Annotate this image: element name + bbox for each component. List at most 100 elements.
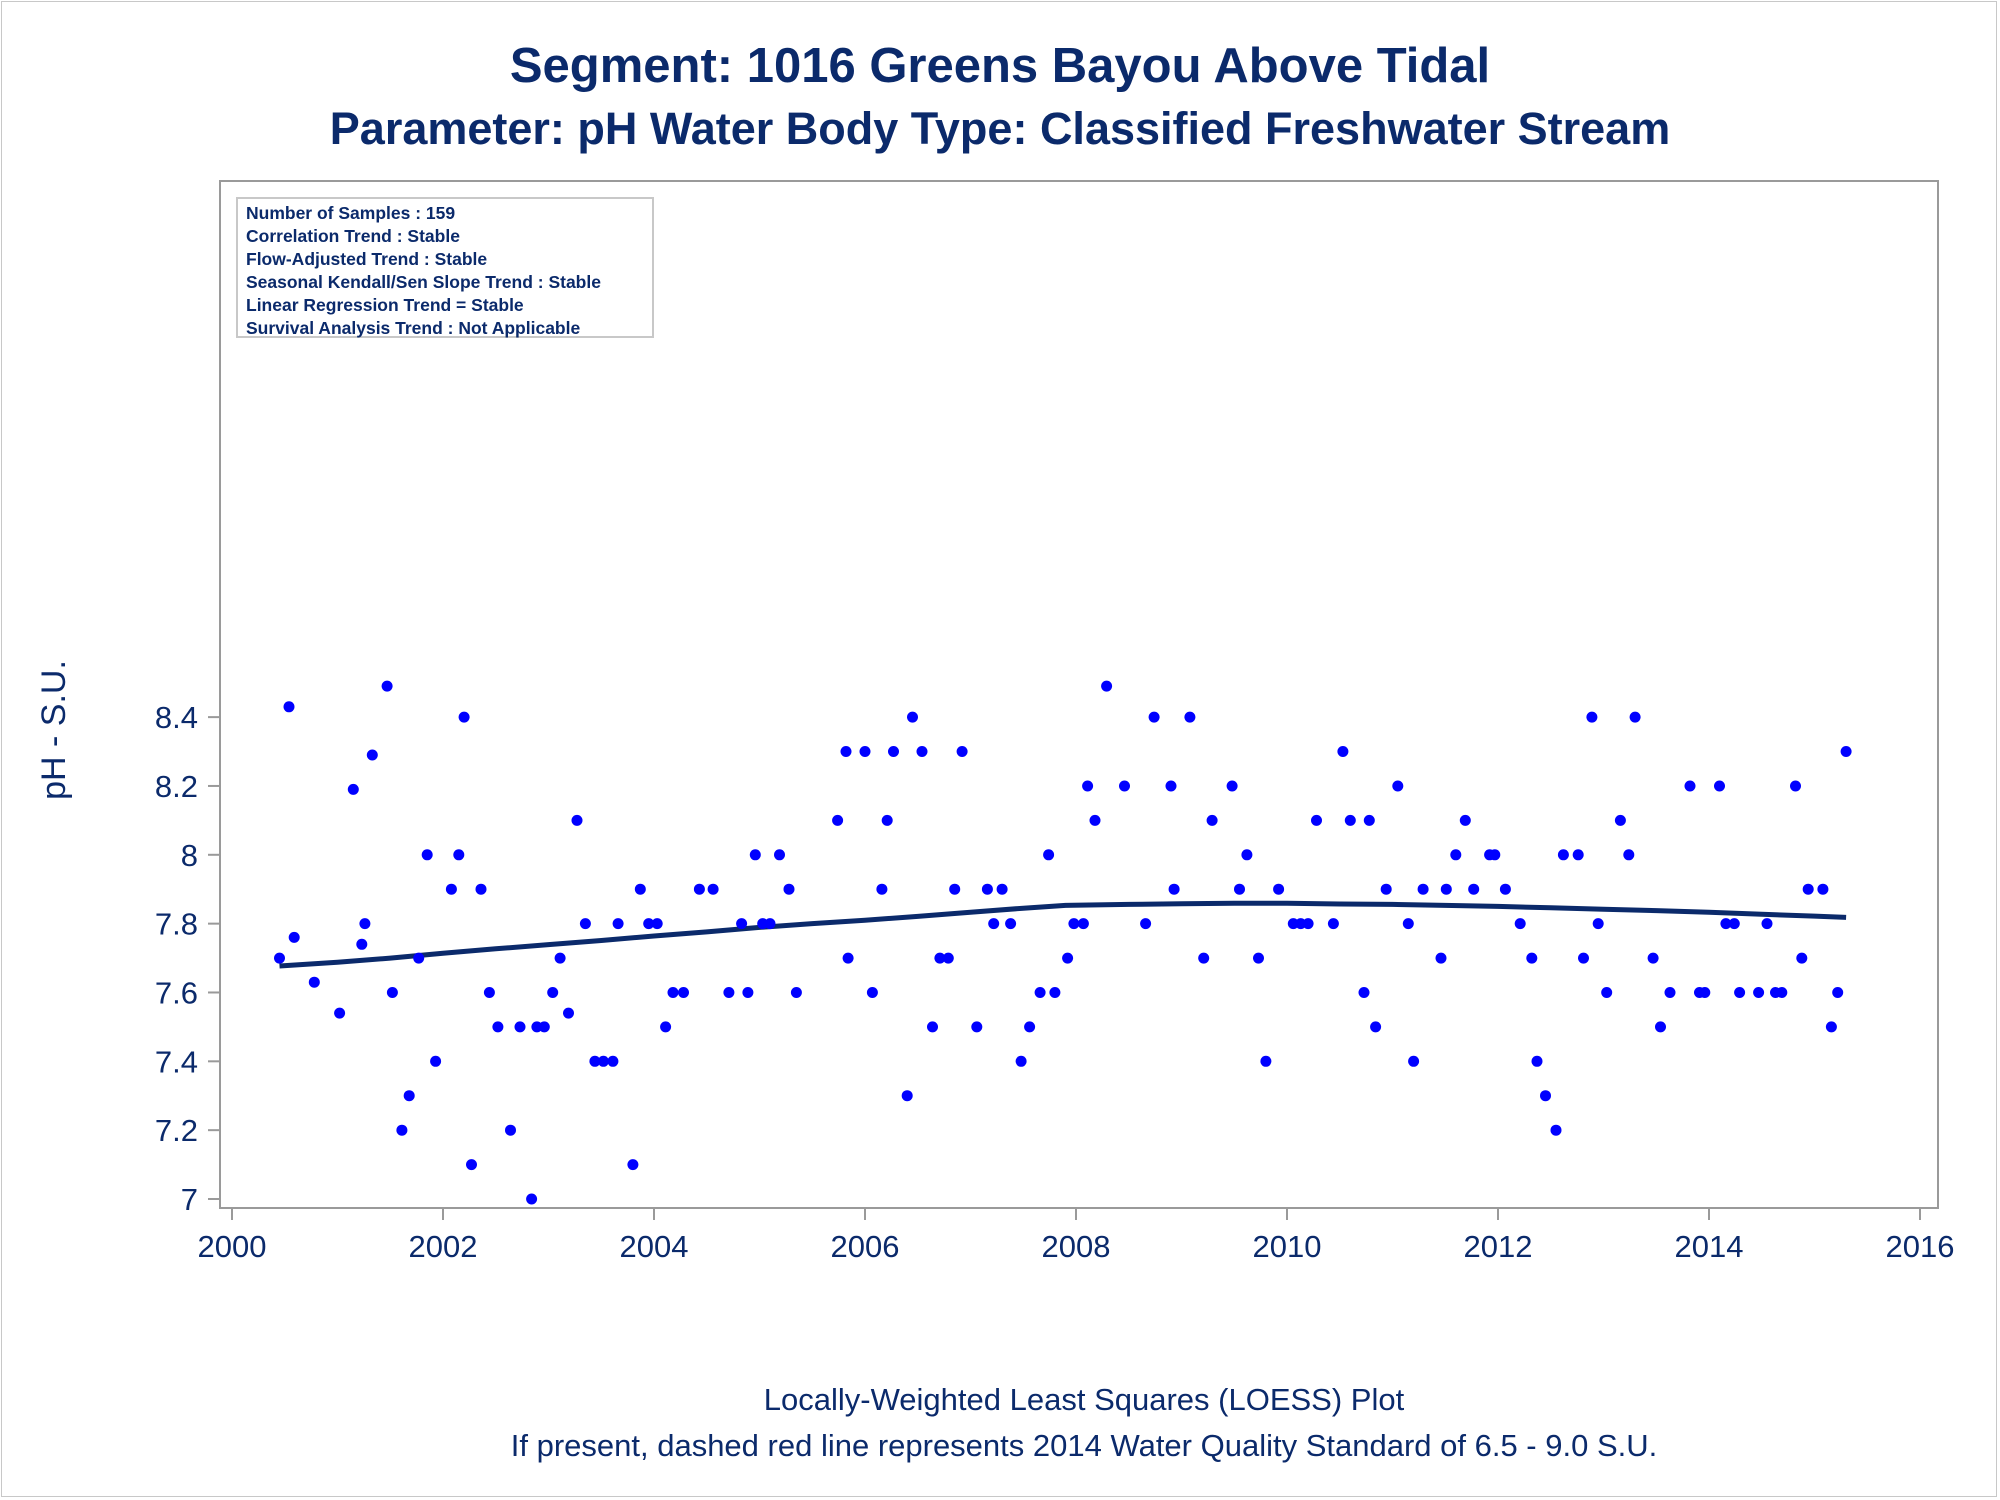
- data-point: [1840, 746, 1852, 757]
- data-point: [1623, 849, 1635, 861]
- data-point: [492, 1021, 504, 1033]
- data-point: [1499, 883, 1511, 895]
- data-point: [1550, 1124, 1562, 1136]
- data-point: [1402, 918, 1414, 930]
- data-point: [1790, 780, 1801, 792]
- data-point: [866, 987, 878, 998]
- x-tick-label: 2008: [1042, 1229, 1111, 1264]
- data-point: [1825, 1021, 1837, 1033]
- data-point: [308, 976, 320, 988]
- data-point: [475, 883, 487, 895]
- x-tick-label: 2006: [831, 1229, 900, 1264]
- loess-curve-layer: [279, 900, 1847, 969]
- data-point: [888, 746, 899, 757]
- data-point: [1253, 952, 1264, 964]
- data-point: [1684, 780, 1696, 792]
- data-point: [514, 1021, 526, 1033]
- data-point: [1168, 883, 1180, 895]
- data-point: [1226, 780, 1238, 792]
- data-point: [876, 883, 888, 895]
- data-point: [749, 849, 761, 861]
- data-point: [563, 1007, 574, 1019]
- data-point: [347, 783, 359, 795]
- data-point: [554, 952, 566, 964]
- data-point: [907, 711, 918, 723]
- data-point: [589, 1055, 601, 1067]
- data-point: [949, 883, 961, 895]
- data-point: [1728, 918, 1740, 930]
- data-point: [790, 987, 802, 998]
- data-point: [634, 883, 646, 895]
- data-point: [413, 952, 425, 964]
- data-point: [1572, 849, 1584, 861]
- data-point: [934, 952, 946, 964]
- data-point: [1802, 883, 1814, 895]
- data-point: [1408, 1055, 1420, 1067]
- data-point: [1647, 952, 1659, 964]
- data-point: [334, 1007, 346, 1019]
- data-point: [505, 1124, 516, 1136]
- y-tick-label: 7.8: [155, 907, 198, 942]
- data-point: [366, 749, 378, 761]
- trend-summary-box: Number of Samples : 159 Correlation Tren…: [236, 197, 654, 338]
- data-point: [627, 1159, 639, 1171]
- y-tick-label: 8.4: [155, 700, 198, 735]
- footnote-standard: If present, dashed red line represents 2…: [510, 1428, 1658, 1463]
- data-point: [1435, 952, 1447, 964]
- data-point: [1165, 780, 1177, 792]
- data-point: [1753, 987, 1765, 998]
- data-point: [678, 987, 689, 998]
- data-point: [288, 931, 300, 943]
- data-point: [1234, 883, 1245, 895]
- data-point: [1540, 1090, 1551, 1102]
- data-point: [1148, 711, 1160, 723]
- data-point: [859, 746, 871, 757]
- data-point: [274, 952, 285, 964]
- axes: 2000 2002 2004 2006 2008 2010 2012 2014 2016 7 7.2…: [155, 180, 1955, 1264]
- y-tick-label: 7: [181, 1182, 198, 1217]
- x-tick-label: 2004: [620, 1229, 689, 1264]
- data-point: [1015, 1055, 1027, 1067]
- data-point: [1601, 987, 1613, 998]
- data-point: [651, 918, 663, 930]
- data-point: [981, 883, 993, 895]
- data-point: [1140, 918, 1152, 930]
- data-point: [1327, 918, 1339, 930]
- data-point: [1817, 883, 1829, 895]
- data-point: [1358, 987, 1370, 998]
- data-point: [1417, 883, 1429, 895]
- data-point: [956, 746, 968, 757]
- data-point: [736, 918, 748, 930]
- data-point: [445, 883, 457, 895]
- y-tick-label: 7.2: [155, 1113, 198, 1148]
- data-point: [359, 918, 371, 930]
- data-point: [1241, 849, 1253, 861]
- data-point: [1337, 746, 1349, 757]
- data-point: [547, 987, 559, 998]
- footnote-loess: Locally-Weighted Least Squares (LOESS) P…: [763, 1382, 1405, 1417]
- data-point: [667, 987, 679, 998]
- data-point: [386, 987, 398, 998]
- data-point: [1260, 1055, 1272, 1067]
- data-point: [783, 883, 795, 895]
- data-point: [571, 814, 583, 826]
- data-point: [1119, 780, 1130, 792]
- data-point: [1077, 918, 1089, 930]
- data-point: [430, 1055, 442, 1067]
- x-tick-label: 2016: [1886, 1229, 1955, 1264]
- data-point: [1302, 918, 1314, 930]
- data-point: [1526, 952, 1538, 964]
- data-point: [1468, 883, 1480, 895]
- data-point: [1629, 711, 1641, 723]
- data-point: [607, 1055, 619, 1067]
- data-point: [996, 883, 1008, 895]
- loess-curve: [279, 900, 1847, 969]
- data-point: [526, 1193, 538, 1205]
- data-point: [927, 1021, 938, 1033]
- data-point: [1184, 711, 1196, 723]
- data-point: [1557, 849, 1569, 861]
- data-point: [1062, 952, 1074, 964]
- data-point: [764, 918, 776, 930]
